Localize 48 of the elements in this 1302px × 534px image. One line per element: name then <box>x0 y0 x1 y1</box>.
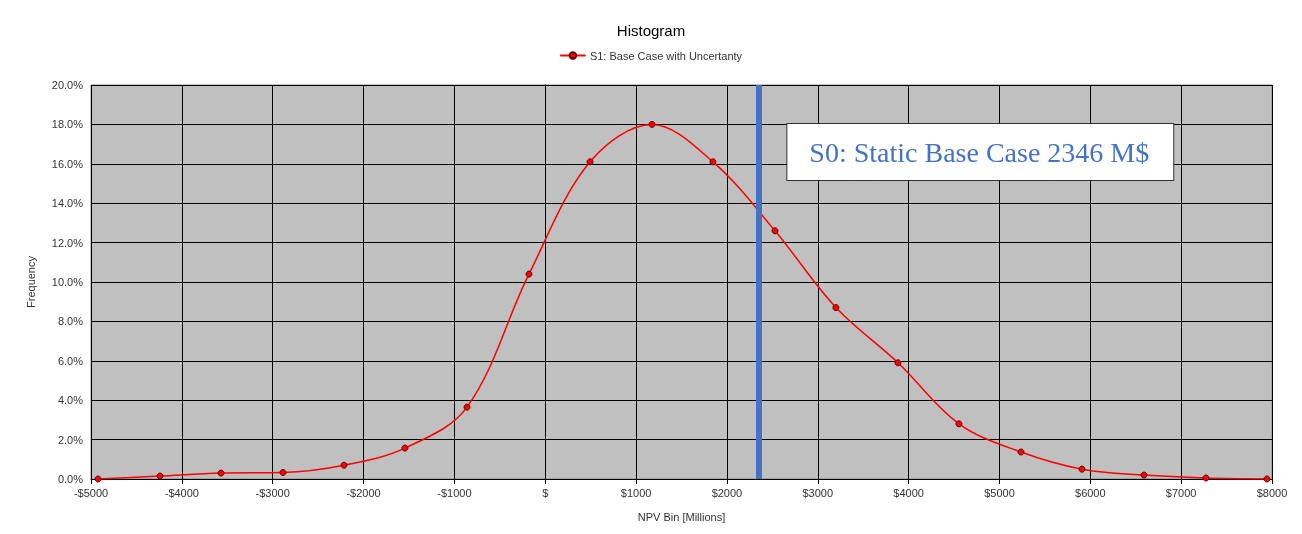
y-tick-label: 10.0% <box>51 276 84 288</box>
x-tick-label: $1000 <box>620 486 652 499</box>
x-tick-label: -$4000 <box>164 486 199 499</box>
x-tick-label: $8000 <box>1256 486 1288 499</box>
y-tick-label: 8.0% <box>57 315 84 328</box>
x-tick-label: $5000 <box>984 486 1015 499</box>
x-tick-label: -$3000 <box>255 486 290 499</box>
y-tick-label: 16.0% <box>51 157 84 170</box>
point <box>648 120 656 128</box>
point <box>771 227 779 235</box>
chart-title: Histogram <box>616 22 686 39</box>
point <box>1078 465 1086 473</box>
x-tick-label: $3000 <box>802 486 834 499</box>
y-axis-title: Frequency <box>24 255 37 308</box>
y-tick-label: 14.0% <box>51 197 84 210</box>
y-tick-label: 2.0% <box>57 433 84 446</box>
y-tick-label: 6.0% <box>57 354 84 367</box>
x-tick-label: $7000 <box>1165 486 1197 499</box>
point <box>279 469 287 476</box>
point <box>1017 448 1025 456</box>
x-axis-title: NPV Bin [Millions] <box>637 510 726 523</box>
point <box>709 158 717 166</box>
x-tick-label: $ <box>542 486 549 499</box>
y-tick-label: 12.0% <box>51 236 84 249</box>
point <box>1202 474 1210 482</box>
x-tick-label: -$5000 <box>73 486 109 499</box>
x-tick-label: -$2000 <box>346 486 381 499</box>
point <box>463 403 471 411</box>
ref-line-label: S0: Static Base Case 2346 M$ <box>809 136 1150 168</box>
y-tick-label: 4.0% <box>57 394 84 407</box>
point <box>955 420 963 428</box>
point <box>894 359 902 367</box>
point <box>156 472 164 480</box>
x-tick-label: -$1000 <box>437 486 472 499</box>
x-tick-label: $6000 <box>1075 486 1106 499</box>
x-tick-label: $4000 <box>893 486 924 499</box>
legend-label: S1: Base Case with Uncertanty <box>589 49 743 62</box>
point <box>340 461 348 469</box>
point <box>401 444 409 452</box>
point <box>832 304 840 312</box>
point <box>525 270 533 278</box>
x-tick-label: $2000 <box>711 486 743 499</box>
y-tick-label: 20.0% <box>51 79 84 91</box>
y-tick-label: 18.0% <box>51 118 84 131</box>
point <box>217 469 225 477</box>
y-tick-label: 0.0% <box>57 473 84 485</box>
point <box>1140 471 1148 479</box>
point <box>586 158 594 166</box>
